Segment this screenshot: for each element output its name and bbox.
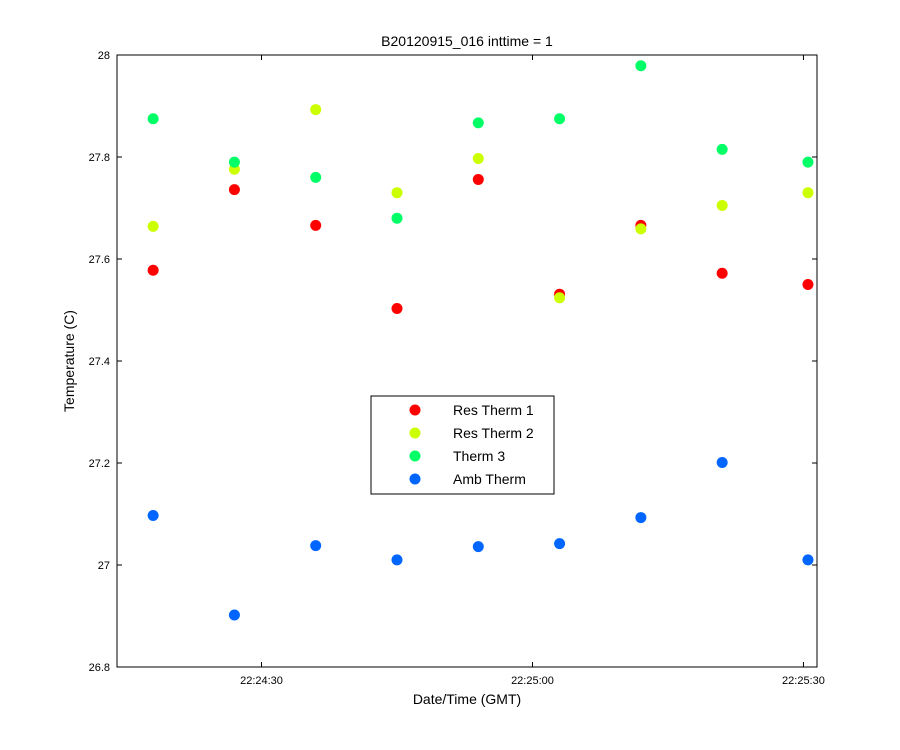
data-point: [635, 512, 647, 524]
data-point: [228, 184, 240, 196]
legend: Res Therm 1 Res Therm 2 Therm 3 Amb Therm: [370, 395, 555, 495]
data-points: [147, 60, 814, 621]
y-tick-label: 27.2: [89, 458, 110, 470]
data-point: [391, 302, 403, 314]
data-point: [147, 510, 159, 522]
legend-marker: [409, 404, 421, 416]
data-point: [147, 264, 159, 276]
data-point: [472, 117, 484, 129]
x-axis-title: Date/Time (GMT): [413, 691, 521, 707]
x-tick-label: 22:24:30: [240, 675, 283, 687]
data-point: [391, 187, 403, 199]
data-point: [472, 153, 484, 165]
y-tick-label: 27.6: [89, 254, 110, 266]
data-point: [635, 223, 647, 235]
x-tick-label: 22:25:30: [782, 675, 825, 687]
data-point: [310, 540, 322, 552]
legend-label: Amb Therm: [453, 471, 526, 487]
legend-marker: [409, 450, 421, 462]
series-therm-3: [147, 60, 814, 224]
y-tick-label: 27.4: [89, 356, 110, 368]
data-point: [310, 171, 322, 183]
series-res-therm-2: [147, 104, 814, 304]
data-point: [716, 456, 728, 468]
data-point: [472, 173, 484, 185]
series-res-therm-1: [147, 173, 814, 314]
legend-box: [370, 395, 555, 495]
legend-label: Res Therm 2: [453, 425, 534, 441]
y-axis-title: Temperature (C): [61, 310, 77, 412]
data-point: [391, 212, 403, 224]
data-point: [147, 220, 159, 232]
data-point: [228, 609, 240, 621]
data-point: [802, 156, 814, 168]
legend-marker: [409, 473, 421, 485]
data-point: [716, 199, 728, 211]
data-point: [802, 554, 814, 566]
legend-marker: [409, 427, 421, 439]
y-axis: 26.8 27 27.2 27.4 27.6 27.8 28: [89, 50, 817, 674]
y-tick-label: 27.8: [89, 152, 110, 164]
data-point: [554, 538, 566, 550]
x-axis: 22:24:30 22:25:00 22:25:30: [240, 55, 825, 687]
data-point: [716, 267, 728, 279]
data-point: [310, 219, 322, 231]
data-point: [554, 292, 566, 304]
series-amb-therm: [147, 456, 814, 621]
data-point: [391, 554, 403, 566]
data-point: [635, 60, 647, 72]
data-point: [147, 113, 159, 125]
legend-label: Res Therm 1: [453, 402, 534, 418]
legend-label: Therm 3: [453, 448, 505, 464]
data-point: [310, 104, 322, 116]
data-point: [554, 113, 566, 125]
y-tick-label: 26.8: [89, 662, 110, 674]
x-tick-label: 22:25:00: [511, 675, 554, 687]
data-point: [472, 541, 484, 553]
data-point: [228, 156, 240, 168]
data-point: [802, 279, 814, 290]
data-point: [802, 187, 814, 199]
plot-frame: [116, 54, 818, 668]
y-tick-label: 27: [98, 560, 110, 572]
chart-title: B20120915_016 inttime = 1: [381, 33, 553, 49]
y-tick-label: 28: [98, 50, 110, 62]
data-point: [716, 143, 728, 155]
